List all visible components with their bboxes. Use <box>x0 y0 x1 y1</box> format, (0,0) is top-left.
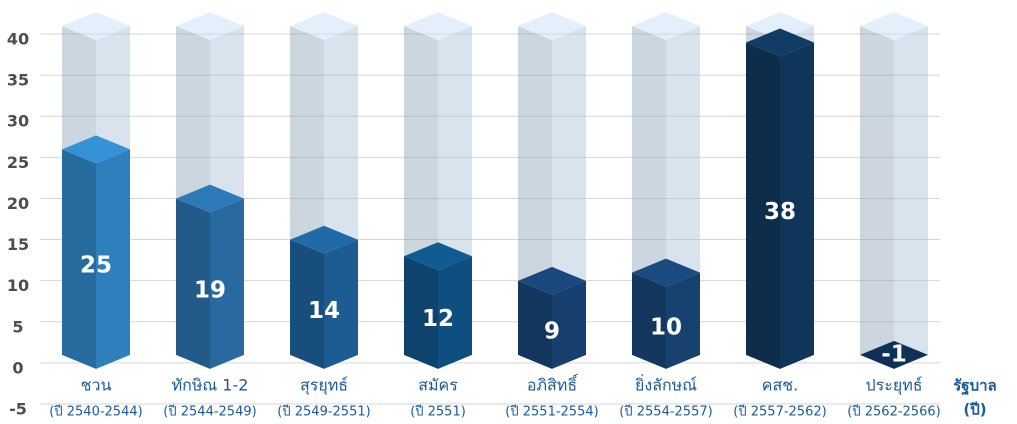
x-tick-label: สมัคร <box>418 376 458 395</box>
value-label: 10 <box>650 314 682 340</box>
bar-top <box>632 258 700 287</box>
bar-left <box>746 42 780 369</box>
value-label: 19 <box>194 277 226 303</box>
bar-left <box>62 149 96 369</box>
value-label: 12 <box>422 306 454 332</box>
x-tick-sublabel: (ปี 2540-2544) <box>49 404 142 420</box>
bar <box>404 242 472 369</box>
y-tick-label: 35 <box>7 71 29 90</box>
y-tick-label: 30 <box>7 112 29 131</box>
x-tick-sublabel: (ปี 2551-2554) <box>505 404 598 420</box>
bar <box>290 225 358 369</box>
bar <box>632 258 700 369</box>
bar-top <box>860 340 928 369</box>
bar <box>62 135 130 369</box>
track-top <box>176 12 244 40</box>
y-tick-label: 40 <box>7 30 29 49</box>
bar-top <box>404 242 472 271</box>
x-tick-label: ทักษิณ 1-2 <box>172 376 249 395</box>
bar-right <box>210 198 244 369</box>
bar-right <box>780 42 814 369</box>
y-tick-label: 15 <box>7 235 29 254</box>
y-tick-label: 20 <box>7 194 29 213</box>
x-tick-sublabel: (ปี 2551) <box>410 404 466 420</box>
x-tick-label: ประยุทธ์ <box>865 376 922 396</box>
y-tick-label: -5 <box>9 400 27 419</box>
value-label: -1 <box>881 341 907 367</box>
x-tick-sublabel: (ปี 2544-2549) <box>163 404 256 420</box>
x-tick-label: อภิสิทธิ์ <box>527 374 579 395</box>
bar-top <box>746 28 814 57</box>
y-tick-label: 5 <box>12 317 23 336</box>
column-track <box>860 12 928 369</box>
x-axis-label-unit: (ปี) <box>963 401 986 419</box>
value-label: 25 <box>80 253 112 279</box>
x-tick-label: คสช. <box>762 376 798 395</box>
bar-right <box>438 256 472 369</box>
bar-top <box>290 225 358 254</box>
bar-right <box>96 149 130 369</box>
y-tick-label: 10 <box>7 276 29 295</box>
bar-left <box>518 280 552 369</box>
bar-top <box>518 266 586 295</box>
track-top <box>62 12 130 40</box>
bar-right <box>666 272 700 369</box>
bar-right <box>324 239 358 369</box>
bar-top <box>176 184 244 213</box>
bar-top <box>62 135 130 164</box>
y-tick-label: 25 <box>7 153 29 172</box>
bar-left <box>632 272 666 369</box>
bar <box>176 184 244 369</box>
track-top <box>860 12 928 40</box>
x-axis-label: รัฐบาล <box>953 377 996 396</box>
track-left <box>860 26 894 369</box>
x-tick-sublabel: (ปี 2549-2551) <box>277 404 370 420</box>
x-tick-sublabel: (ปี 2562-2566) <box>847 404 940 420</box>
value-label: 38 <box>764 199 796 225</box>
bar <box>518 266 586 369</box>
bar-left <box>404 256 438 369</box>
x-tick-label: ยิ่งลักษณ์ <box>635 374 697 395</box>
bar <box>746 28 814 369</box>
x-tick-label: ชวน <box>81 376 112 395</box>
track-right <box>894 26 928 369</box>
y-tick-label: 0 <box>12 358 23 377</box>
value-label: 14 <box>308 298 340 324</box>
track-top <box>404 12 472 40</box>
track-top <box>518 12 586 40</box>
track-top <box>632 12 700 40</box>
x-tick-sublabel: (ปี 2554-2557) <box>619 404 712 420</box>
track-top <box>746 12 814 40</box>
value-label: 9 <box>544 318 560 344</box>
bar-right <box>552 280 586 369</box>
x-tick-sublabel: (ปี 2557-2562) <box>733 404 826 420</box>
bar <box>860 340 928 369</box>
bar-left <box>176 198 210 369</box>
bar-left <box>290 239 324 369</box>
track-top <box>290 12 358 40</box>
x-tick-label: สุรยุทธ์ <box>300 376 348 396</box>
